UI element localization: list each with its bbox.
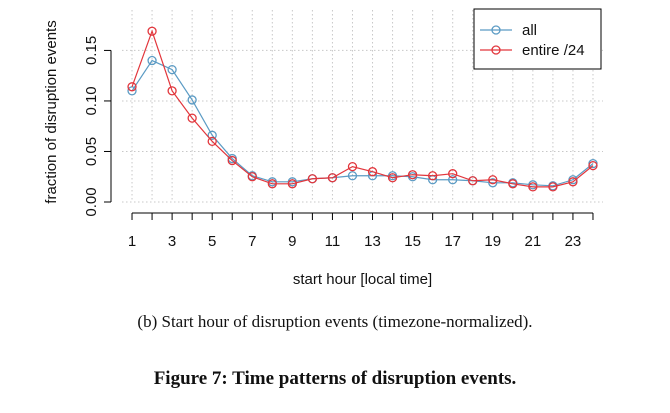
legend-marker [491, 25, 501, 35]
data-point [247, 172, 257, 182]
data-point [327, 173, 338, 183]
legend-marker [491, 45, 501, 55]
y-tick-label: 0.05 [83, 137, 100, 166]
data-point [528, 182, 538, 192]
x-tick-label: 11 [325, 233, 341, 250]
data-point [407, 170, 418, 180]
x-tick-label: 15 [404, 233, 421, 250]
x-tick-label: 21 [525, 233, 542, 250]
data-point [167, 86, 177, 96]
data-point [347, 161, 358, 172]
data-point [167, 64, 177, 75]
axes: 1 3 5 7 9 11 13 15 17 19 21 230.000.050.100.15 [83, 36, 594, 250]
series-1 [127, 55, 598, 191]
y-tick-label: 0.15 [83, 36, 100, 65]
figure-caption: Figure 7: Time patterns of disruption ev… [153, 368, 517, 389]
x-tick-label: 7 [248, 233, 256, 250]
data-point [267, 179, 277, 189]
x-tick-label: 23 [565, 233, 582, 250]
x-axis-label: start hour [local time] [293, 271, 432, 288]
series-layer [127, 26, 598, 192]
data-point [448, 175, 458, 185]
x-tick-label: 1 [128, 233, 136, 250]
data-point [427, 171, 438, 181]
x-tick-label: 5 [208, 233, 216, 250]
data-point [508, 179, 518, 189]
data-point [127, 82, 137, 92]
data-point [207, 136, 217, 147]
y-tick-label: 0.00 [83, 187, 100, 216]
data-point [347, 171, 358, 181]
x-tick-label: 13 [364, 233, 381, 250]
legend-box [473, 8, 602, 70]
data-point [568, 177, 578, 187]
chart: 1 3 5 7 9 11 13 15 17 19 21 230.000.050.100.15 alle… [43, 8, 603, 288]
data-point [488, 175, 498, 185]
data-point [127, 86, 137, 96]
data-point [448, 169, 458, 179]
series-line [131, 59, 594, 187]
series-2 [127, 26, 598, 192]
data-point [468, 176, 478, 186]
legend-label: entire /24 [522, 42, 585, 59]
grid [122, 10, 603, 203]
x-tick-label: 17 [444, 233, 461, 250]
x-tick-label: 3 [168, 233, 176, 250]
y-axis-label: fraction of disruption events [43, 20, 60, 203]
data-point [147, 26, 157, 36]
data-point [548, 182, 558, 192]
data-point [588, 160, 598, 171]
legend-label: all [522, 22, 537, 39]
data-point [227, 155, 237, 166]
y-tick-label: 0.10 [83, 86, 100, 115]
data-point [147, 55, 157, 66]
data-point [207, 130, 217, 140]
data-point [307, 174, 318, 184]
legend: all entire /24 [473, 8, 602, 70]
data-point [287, 179, 298, 189]
x-tick-label: 9 [288, 233, 296, 250]
data-point [387, 173, 398, 183]
data-point [187, 113, 197, 123]
subfigure-caption: (b) Start hour of disruption events (tim… [137, 312, 533, 331]
data-point [187, 95, 197, 105]
data-point [488, 178, 498, 188]
x-tick-label: 19 [484, 233, 501, 250]
data-point [367, 167, 378, 177]
